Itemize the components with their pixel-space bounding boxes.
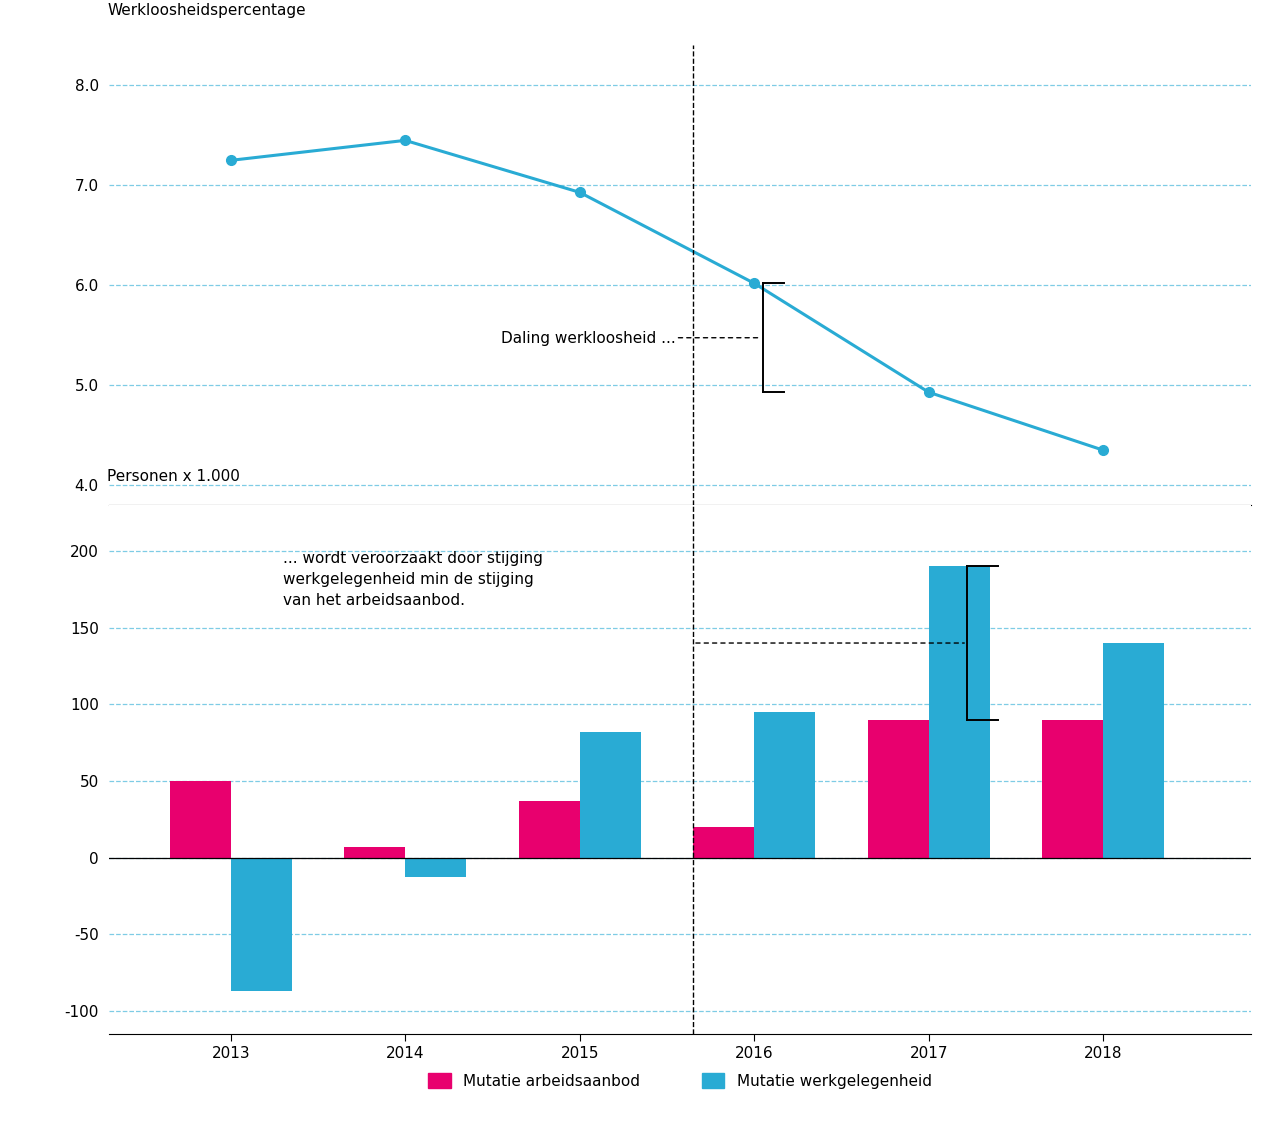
Text: ... wordt veroorzaakt door stijging
werkgelegenheid min de stijging
van het arbe: ... wordt veroorzaakt door stijging werk… (283, 551, 543, 608)
Text: Daling werkloosheid ...: Daling werkloosheid ... (501, 331, 676, 345)
Bar (1103, 643, 1165, 858)
Bar (344, 846, 405, 858)
Bar (755, 712, 815, 858)
Bar (231, 858, 291, 991)
Text: Werkloosheidspercentage: Werkloosheidspercentage (107, 3, 306, 18)
Bar (928, 567, 990, 858)
Text: Personen x 1.000: Personen x 1.000 (107, 469, 240, 484)
Bar (1042, 719, 1103, 858)
Bar (405, 858, 466, 877)
Bar (693, 827, 755, 858)
Legend: Mutatie arbeidsaanbod, Mutatie werkgelegenheid: Mutatie arbeidsaanbod, Mutatie werkgeleg… (423, 1067, 937, 1095)
Bar (518, 801, 580, 858)
Bar (580, 732, 641, 858)
Bar (867, 719, 928, 858)
Bar (170, 780, 231, 858)
